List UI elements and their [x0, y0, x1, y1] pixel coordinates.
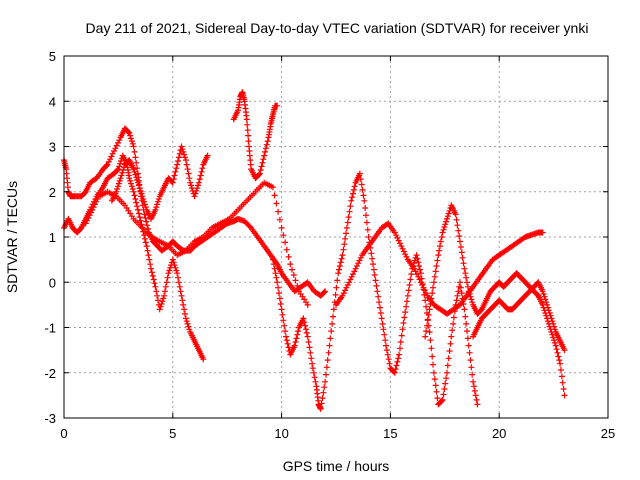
series-track-3 [108, 143, 211, 222]
data-point-markers [61, 152, 207, 363]
data-point-markers [333, 220, 546, 317]
series-track-7 [333, 220, 546, 317]
series-track-1 [61, 125, 329, 299]
x-tick-label: 10 [274, 426, 288, 441]
data-series [61, 89, 568, 412]
y-tick-label: -3 [44, 411, 56, 426]
y-tick-label: 4 [49, 94, 56, 109]
data-point-markers [61, 125, 329, 299]
x-tick-label: 20 [492, 426, 506, 441]
series-track-4 [82, 179, 311, 308]
chart-title: Day 211 of 2021, Sidereal Day-to-day VTE… [86, 20, 589, 36]
y-tick-label: 0 [49, 275, 56, 290]
y-tick-label: 1 [49, 230, 56, 245]
x-tick-label: 0 [60, 426, 67, 441]
series-track-9 [470, 279, 568, 354]
x-tick-label: 5 [169, 426, 176, 441]
series-track-8 [422, 202, 568, 399]
data-point-markers [230, 89, 281, 182]
y-tick-label: 3 [49, 140, 56, 155]
axis-ticks: 0 5 10 15 20 25 -3 -2 -1 0 1 2 3 4 5 [44, 49, 615, 441]
x-axis-title: GPS time / hours [283, 458, 390, 474]
series-track-2 [61, 152, 207, 363]
y-axis-title: SDTVAR / TECUs [4, 181, 20, 293]
x-tick-label: 15 [383, 426, 397, 441]
y-tick-label: 5 [49, 49, 56, 64]
data-point-markers [422, 202, 568, 399]
data-point-markers [470, 279, 568, 354]
data-point-markers [82, 179, 311, 308]
y-tick-label: -1 [44, 321, 56, 336]
y-tick-label: 2 [49, 185, 56, 200]
x-tick-label: 25 [601, 426, 615, 441]
data-point-markers [108, 143, 211, 222]
series-track-5 [230, 89, 281, 182]
y-tick-label: -2 [44, 366, 56, 381]
